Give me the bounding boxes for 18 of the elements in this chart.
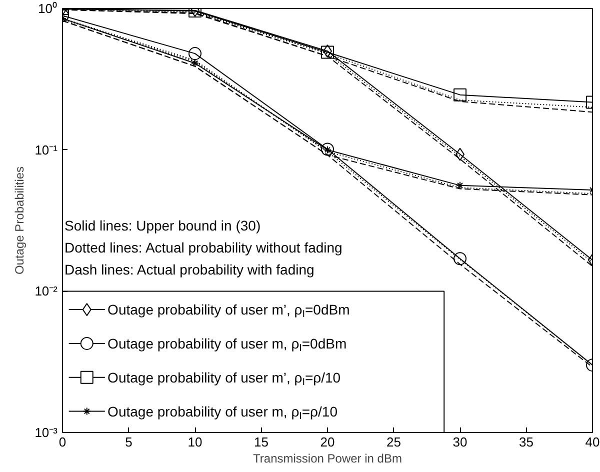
x-axis-title: Transmission Power in dBm (253, 452, 402, 466)
y-axis-title: Outage Probabilities (12, 166, 27, 275)
x-tick-label: 0 (58, 434, 66, 450)
annotation: Dash lines: Actual probability with fading (64, 262, 314, 278)
annotation: Dotted lines: Actual probability without fading (64, 240, 342, 256)
x-tick-label: 25 (386, 434, 401, 450)
x-tick-label: 5 (125, 434, 132, 450)
y-tick-label: 10⁻¹ (34, 142, 58, 158)
x-tick-label: 40 (585, 434, 600, 450)
x-tick-label: 20 (320, 434, 335, 450)
y-tick-label: 10⁻² (34, 284, 58, 299)
x-tick-label: 35 (519, 434, 534, 450)
x-tick-label: 10 (188, 434, 202, 450)
y-tick-label: 10⁻³ (34, 425, 58, 440)
y-tick-label: 10⁰ (38, 1, 58, 16)
x-tick-label: 15 (254, 434, 268, 450)
annotation: Solid lines: Upper bound in (30) (64, 218, 261, 234)
x-tick-label: 30 (452, 434, 468, 450)
